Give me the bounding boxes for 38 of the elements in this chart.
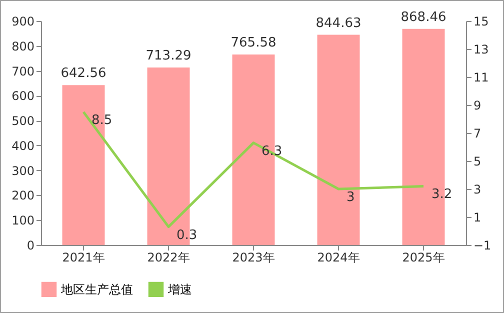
legend-label: 增速	[167, 282, 192, 296]
y-tick-label: 200	[12, 188, 34, 203]
y-tick-label: 400	[12, 138, 34, 153]
y-tick-label: 500	[12, 114, 34, 128]
y-tick-label: 700	[12, 64, 34, 78]
x-tick-label: 2022年	[147, 250, 190, 264]
x-tick-label: 2024年	[317, 250, 360, 264]
y2-tick-label: 13	[474, 42, 489, 56]
y2-tick-label: −1	[474, 238, 492, 252]
y-tick-label: 100	[12, 214, 34, 228]
bar	[317, 34, 360, 245]
data-label: 6.3	[262, 144, 282, 159]
data-label: 642.56	[60, 66, 106, 82]
data-label: 844.63	[316, 16, 362, 31]
y-tick-label: 900	[12, 14, 34, 28]
y-tick-label: 0	[26, 238, 34, 252]
data-label: 713.29	[146, 48, 192, 64]
y2-tick-label: 9	[474, 98, 482, 112]
x-tick-label: 2021年	[62, 250, 105, 264]
data-label: 0.3	[176, 228, 198, 243]
y-tick-label: 800	[12, 39, 34, 54]
y-tick-label: 300	[12, 164, 34, 178]
y2-tick-label: 11	[474, 70, 489, 84]
data-label: 868.46	[400, 10, 446, 25]
data-label: 3	[346, 190, 355, 205]
legend-label: 地区生产总值	[60, 282, 133, 296]
y2-tick-label: 15	[474, 14, 489, 28]
y-tick-label: 600	[12, 89, 34, 104]
x-tick-label: 2025年	[402, 250, 445, 264]
y2-tick-label: 3	[474, 182, 482, 196]
data-label: 765.58	[230, 35, 276, 50]
y2-tick-label: 7	[474, 126, 482, 140]
x-tick-label: 2023年	[232, 250, 275, 264]
data-label: 8.5	[92, 113, 112, 128]
data-label: 3.2	[432, 187, 452, 202]
y2-tick-label: 1	[474, 210, 482, 224]
line-series	[82, 110, 425, 228]
y2-tick-label: 5	[474, 154, 482, 168]
